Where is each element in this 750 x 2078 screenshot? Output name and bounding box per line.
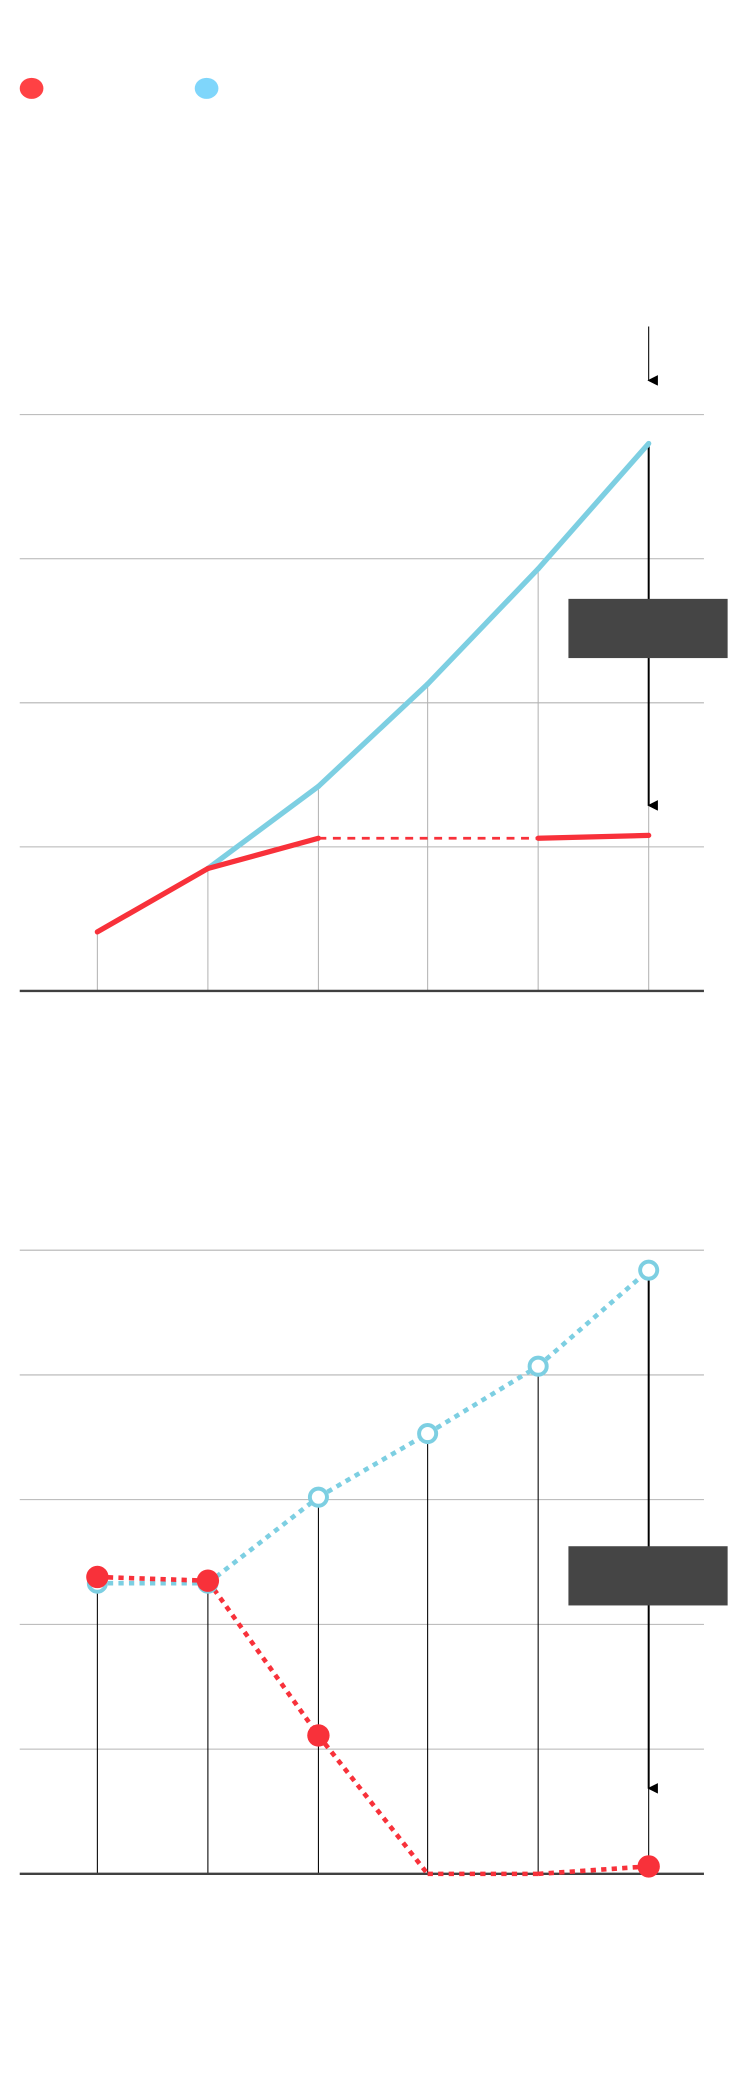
annotation-box <box>568 1546 728 1606</box>
series-blue-segment <box>317 1431 429 1500</box>
series-red-segment <box>205 835 322 872</box>
red-point <box>307 1724 330 1747</box>
series-red-segment <box>538 1864 649 1877</box>
blue-point <box>417 1423 439 1445</box>
red-point <box>637 1855 660 1878</box>
series-blue-segment <box>205 783 322 872</box>
series-blue-segment <box>536 1268 651 1368</box>
series-blue-segment <box>535 440 652 572</box>
chart-1 <box>19 326 728 993</box>
blue-point <box>527 1355 549 1377</box>
series-blue-segment <box>425 566 541 687</box>
series-blue-segment <box>315 681 431 790</box>
legend-dot-0 <box>19 77 44 99</box>
legend-dot-1 <box>194 77 219 99</box>
blue-point <box>638 1259 660 1281</box>
series-red-segment <box>94 865 211 935</box>
red-point <box>196 1569 220 1592</box>
series-red-segment <box>97 1574 208 1584</box>
series-red-segment <box>206 1579 321 1737</box>
legend <box>19 77 219 99</box>
annotation-box <box>568 598 728 659</box>
red-point <box>86 1565 109 1589</box>
series-red-segment <box>316 1733 430 1876</box>
series-blue-segment <box>426 1364 540 1436</box>
series-blue-segment <box>206 1495 320 1586</box>
blue-point <box>307 1486 329 1508</box>
series-red-segment <box>535 832 652 841</box>
chart-2 <box>19 1249 728 1878</box>
